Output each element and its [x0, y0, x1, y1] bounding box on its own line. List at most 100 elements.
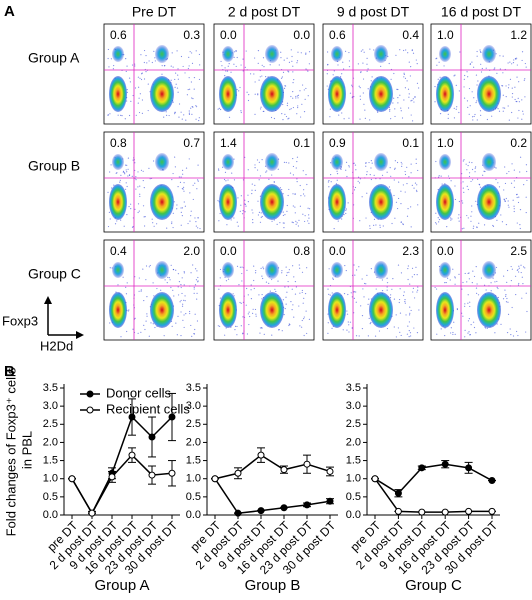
event-dot: [492, 277, 494, 279]
event-dot: [396, 161, 399, 164]
event-dot: [245, 50, 247, 52]
point: [280, 466, 288, 474]
event-dot: [174, 78, 176, 81]
event-dot: [441, 183, 443, 185]
event-dot: [236, 325, 238, 328]
event-dot: [505, 197, 507, 200]
event-dot: [233, 295, 235, 297]
event-dot: [126, 282, 128, 284]
event-dot: [516, 57, 518, 59]
event-dot: [178, 116, 180, 118]
event-dot: [180, 311, 182, 313]
event-dot: [327, 288, 329, 290]
event-dot: [341, 218, 343, 220]
event-dot: [386, 171, 388, 173]
event-dot: [415, 266, 417, 268]
event-dot: [254, 57, 256, 59]
event-dot: [181, 215, 183, 217]
event-dot: [107, 225, 110, 228]
event-dot: [175, 72, 177, 74]
event-dot: [400, 161, 402, 164]
event-dot: [511, 87, 513, 89]
event-dot: [253, 287, 255, 290]
event-dot: [278, 328, 280, 331]
population: [265, 153, 279, 171]
event-dot: [198, 78, 201, 81]
event-dot: [240, 110, 242, 112]
event-dot: [434, 286, 436, 289]
event-dot: [508, 170, 510, 173]
event-dot: [466, 214, 468, 217]
event-dot: [336, 173, 339, 175]
event-dot: [408, 314, 411, 316]
event-dot: [181, 277, 183, 279]
event-dot: [479, 186, 482, 188]
event-dot: [331, 327, 333, 329]
population: [482, 153, 496, 171]
event-dot: [138, 290, 140, 292]
event-dot: [475, 332, 477, 334]
event-dot: [166, 282, 168, 284]
event-dot: [407, 88, 410, 90]
event-dot: [491, 115, 493, 117]
event-dot: [412, 52, 415, 54]
event-dot: [109, 171, 111, 173]
event-dot: [492, 225, 495, 227]
event-dot: [443, 65, 445, 67]
y-tick-label: 0.0: [43, 509, 58, 521]
event-dot: [508, 119, 510, 121]
event-dot: [410, 114, 412, 116]
event-dot: [440, 328, 442, 330]
event-dot: [348, 166, 350, 168]
event-dot: [303, 111, 306, 113]
event-dot: [268, 178, 270, 180]
event-dot: [411, 184, 413, 186]
event-dot: [292, 157, 294, 160]
event-dot: [291, 60, 293, 62]
event-dot: [410, 226, 412, 228]
event-dot: [188, 158, 190, 160]
event-dot: [366, 70, 368, 72]
event-dot: [374, 335, 377, 337]
event-dot: [360, 50, 362, 52]
event-dot: [463, 227, 465, 229]
population: [112, 46, 124, 62]
event-dot: [368, 298, 370, 300]
y-tick-label: 0.5: [43, 491, 58, 503]
event-dot: [269, 290, 271, 292]
event-dot: [140, 331, 142, 333]
event-dot: [232, 293, 234, 295]
y-tick-label: 2.5: [43, 418, 58, 430]
event-dot: [259, 327, 262, 329]
event-dot: [146, 315, 148, 317]
event-dot: [188, 65, 190, 67]
event-dot: [407, 267, 409, 270]
event-dot: [178, 281, 181, 283]
event-dot: [271, 334, 273, 336]
event-dot: [132, 159, 134, 161]
event-dot: [193, 76, 196, 79]
event-dot: [495, 266, 498, 269]
event-dot: [303, 189, 305, 191]
row-label: Group C: [28, 266, 81, 282]
event-dot: [436, 333, 438, 335]
event-dot: [252, 308, 254, 310]
event-dot: [401, 165, 403, 167]
event-dot: [326, 85, 328, 87]
event-dot: [308, 222, 310, 224]
event-dot: [336, 170, 338, 172]
flow-plot: 0.6 0.4: [322, 23, 424, 125]
event-dot: [307, 220, 309, 222]
event-dot: [408, 321, 411, 323]
event-dot: [138, 210, 140, 212]
quadrant-value: 0.1: [293, 136, 310, 150]
event-dot: [154, 60, 156, 62]
event-dot: [250, 289, 252, 291]
event-dot: [359, 118, 361, 120]
event-dot: [362, 49, 364, 51]
event-dot: [284, 214, 286, 216]
event-dot: [268, 282, 270, 284]
event-dot: [301, 319, 303, 322]
event-dot: [506, 297, 508, 300]
event-dot: [379, 178, 381, 180]
